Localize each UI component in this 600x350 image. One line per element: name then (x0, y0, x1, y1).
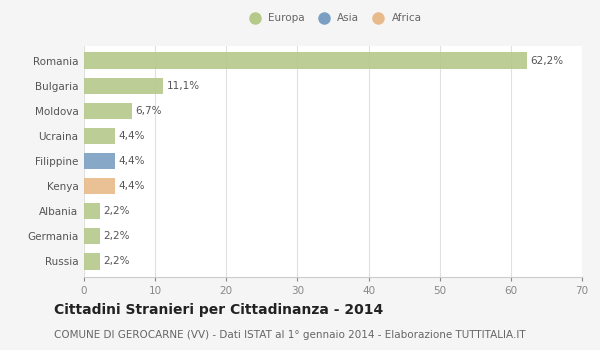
Bar (84, 203, 100, 219)
Bar (84, 253, 100, 270)
Text: 11,1%: 11,1% (167, 80, 200, 91)
Text: 62,2%: 62,2% (530, 56, 563, 65)
Bar (84, 228, 100, 245)
Text: COMUNE DI GEROCARNE (VV) - Dati ISTAT al 1° gennaio 2014 - Elaborazione TUTTITAL: COMUNE DI GEROCARNE (VV) - Dati ISTAT al… (54, 330, 526, 340)
Text: 2,2%: 2,2% (103, 206, 130, 216)
Legend: Europa, Asia, Africa: Europa, Asia, Africa (240, 9, 426, 27)
Bar (84, 52, 527, 69)
Bar (84, 178, 115, 194)
Text: 6,7%: 6,7% (135, 106, 162, 116)
Bar (84, 77, 163, 94)
Bar (84, 153, 115, 169)
Text: 4,4%: 4,4% (119, 131, 145, 141)
Text: 2,2%: 2,2% (103, 257, 130, 266)
Text: 4,4%: 4,4% (119, 181, 145, 191)
Bar (84, 128, 115, 144)
Text: 2,2%: 2,2% (103, 231, 130, 242)
Text: 4,4%: 4,4% (119, 156, 145, 166)
Text: Cittadini Stranieri per Cittadinanza - 2014: Cittadini Stranieri per Cittadinanza - 2… (54, 303, 383, 317)
Bar (84, 103, 131, 119)
